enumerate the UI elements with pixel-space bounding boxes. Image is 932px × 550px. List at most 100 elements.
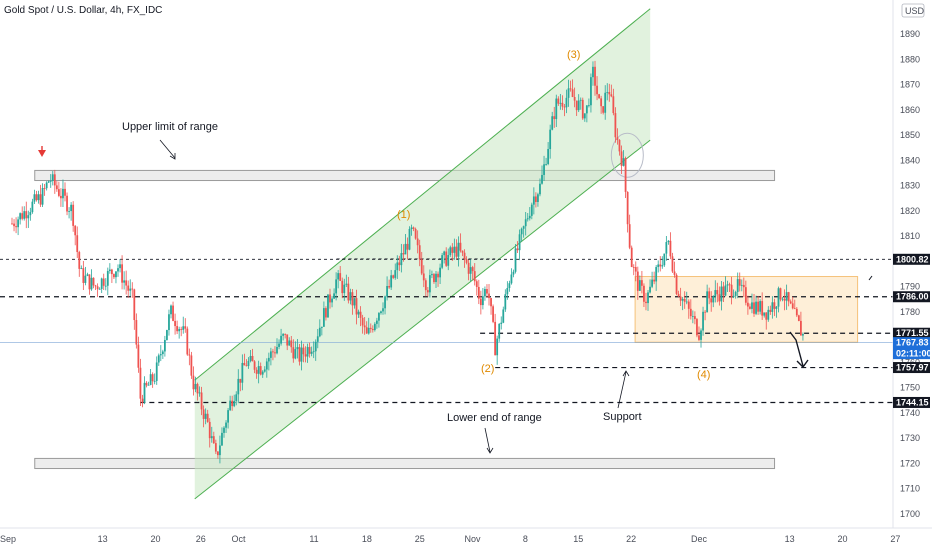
candle-body — [677, 293, 680, 297]
candle-body — [47, 181, 50, 183]
candle-body — [41, 188, 44, 205]
x-tick-label: Nov — [465, 534, 482, 544]
candle-body — [643, 285, 645, 302]
candle-body — [547, 149, 550, 165]
candle-body — [779, 288, 782, 300]
candle-body — [21, 213, 24, 219]
candle-body — [793, 308, 796, 310]
candle-body — [312, 351, 315, 353]
candle-body — [361, 317, 364, 326]
candle-body — [331, 298, 333, 303]
candle-body — [306, 347, 309, 357]
candle-body — [11, 223, 13, 225]
candle-body — [186, 328, 189, 355]
candle-body — [463, 252, 466, 260]
candle-body — [714, 290, 717, 297]
candle-body — [512, 271, 515, 275]
candle-body — [763, 312, 766, 316]
candle-body — [490, 298, 492, 307]
candle-body — [738, 279, 741, 286]
candle-body — [638, 280, 641, 291]
candle-body — [190, 355, 193, 376]
candle-body — [636, 271, 639, 291]
candle-body — [575, 100, 578, 111]
candle-body — [753, 302, 755, 314]
candle-body — [237, 378, 240, 395]
candle-body — [553, 116, 556, 120]
candle-body — [475, 281, 478, 287]
candle-body — [261, 371, 264, 375]
y-tick-label: 1750 — [900, 383, 920, 393]
candle-body — [702, 311, 704, 331]
candle-body — [426, 290, 429, 293]
candle-body — [708, 291, 711, 299]
candle-body — [594, 66, 596, 86]
consolidation-box — [634, 276, 859, 343]
lower-range-box — [34, 457, 776, 470]
candle-body — [396, 262, 399, 271]
candle-body — [249, 355, 252, 361]
small-mark — [868, 275, 873, 281]
candle-body — [520, 228, 523, 235]
candle-body — [657, 264, 660, 268]
candle-body — [335, 279, 338, 294]
candle-body — [127, 285, 130, 291]
wave-4-label: (4) — [697, 369, 710, 381]
candle-body — [443, 251, 446, 256]
candle-body — [308, 347, 311, 354]
candle-body — [647, 292, 649, 304]
candle-body — [691, 316, 694, 317]
candle-body — [775, 306, 778, 309]
chart-title: Gold Spot / U.S. Dollar, 4h, FX_IDC — [4, 5, 162, 16]
currency-badge[interactable] — [901, 3, 925, 18]
level-tag-2 — [893, 327, 930, 339]
x-tick-label: 11 — [309, 534, 318, 544]
candle-body — [728, 284, 731, 286]
candle-body — [369, 327, 372, 329]
candle-body — [349, 292, 352, 301]
candle-body — [620, 151, 623, 166]
candle-body — [488, 293, 490, 299]
candle-body — [184, 326, 187, 329]
candle-body — [431, 274, 433, 276]
candle-body — [459, 242, 462, 251]
candle-body — [43, 188, 46, 189]
candle-body — [669, 240, 672, 257]
candle-body — [176, 326, 179, 332]
candle-body — [206, 413, 209, 422]
candle-body — [72, 204, 75, 226]
candle-body — [679, 296, 682, 301]
x-tick-label: Dec — [691, 534, 708, 544]
candle-body — [675, 274, 678, 294]
candle-body — [606, 92, 609, 93]
candle-body — [500, 322, 503, 324]
candle-body — [628, 224, 631, 248]
candle-body — [449, 247, 452, 256]
candle-body — [241, 362, 244, 383]
x-tick-label: 18 — [362, 534, 372, 544]
candle-body — [689, 308, 692, 317]
candle-body — [102, 278, 105, 286]
candle-body — [316, 336, 319, 342]
x-tick-label: Sep — [0, 534, 16, 544]
candle-body — [359, 311, 362, 318]
candle-body — [541, 174, 543, 184]
support-arrow — [617, 371, 627, 409]
candle-body — [537, 194, 539, 202]
candle-body — [757, 301, 759, 312]
candle-body — [573, 96, 576, 101]
breakout-circle — [610, 132, 644, 178]
upper-limit-arrowhead — [169, 153, 176, 160]
candle-body — [712, 296, 715, 303]
candle-body — [380, 311, 382, 314]
candle-body — [212, 436, 215, 444]
candle-body — [263, 369, 266, 372]
candle-body — [492, 306, 494, 322]
candle-body — [294, 349, 297, 359]
candle-body — [337, 273, 340, 280]
candle-body — [290, 340, 293, 348]
x-tick-label: 25 — [415, 534, 425, 544]
candle-body — [159, 354, 162, 356]
candle-body — [119, 264, 121, 269]
